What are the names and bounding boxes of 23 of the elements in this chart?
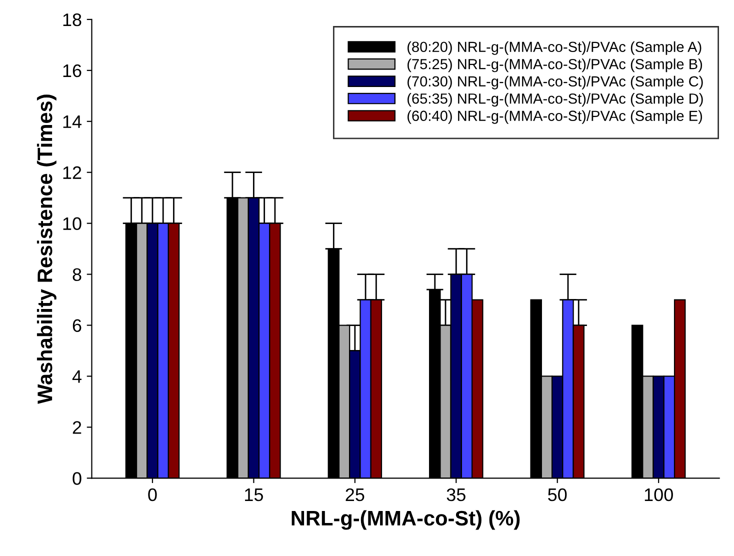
x-axis-title: NRL-g-(MMA-co-St) (%) — [292, 510, 520, 530]
legend-label: (75:25) NRL-g-(MMA-co-St)/PVAc (Sample B) — [408, 58, 702, 72]
y-tick-label: 2 — [72, 421, 82, 434]
y-axis-title: Washability Resistence (Times) — [36, 94, 56, 404]
x-tick-label: 50 — [548, 488, 567, 502]
y-tick-label: 0 — [72, 472, 82, 485]
y-tick-label: 10 — [63, 217, 82, 230]
x-tick-label: 100 — [644, 488, 673, 502]
x-tick-label: 35 — [446, 488, 466, 502]
y-tick-label: 12 — [63, 166, 82, 179]
y-tick-label: 4 — [72, 370, 82, 383]
x-tick-label: 0 — [148, 488, 157, 502]
y-tick-label: 6 — [72, 319, 82, 332]
legend-label: (65:35) NRL-g-(MMA-co-St)/PVAc (Sample D) — [408, 93, 703, 107]
y-tick-label: 18 — [63, 13, 82, 26]
y-tick-label: 8 — [72, 268, 82, 282]
x-tick-label: 25 — [346, 488, 364, 502]
y-tick-label: 14 — [63, 116, 82, 128]
legend-label: (80:20) NRL-g-(MMA-co-St)/PVAc (Sample A) — [408, 41, 702, 55]
legend-label: (60:40) NRL-g-(MMA-co-St)/PVAc (Sample E) — [408, 110, 702, 124]
x-tick-label: 15 — [245, 488, 263, 502]
y-tick-label: 16 — [63, 64, 82, 78]
legend-label: (70:30) NRL-g-(MMA-co-St)/PVAc (Sample C) — [408, 76, 703, 90]
